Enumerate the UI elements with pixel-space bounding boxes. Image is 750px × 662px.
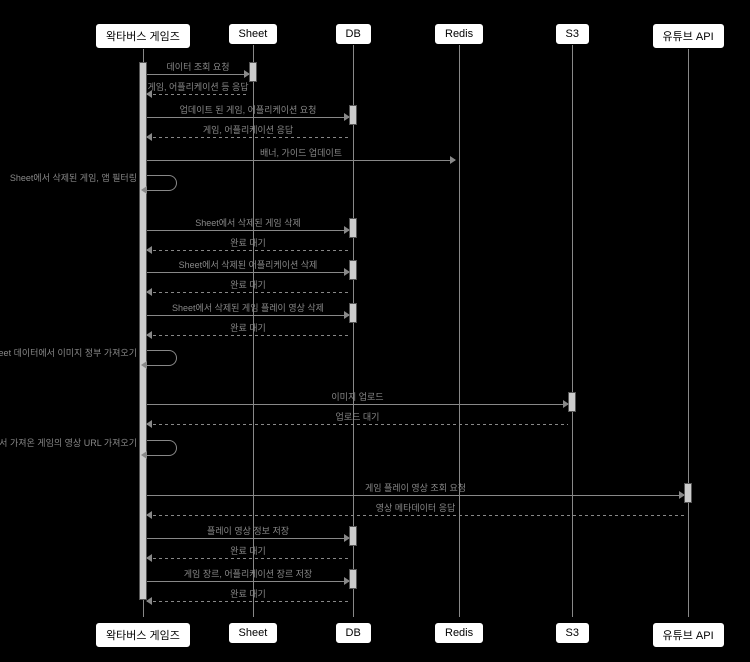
- participant-waktaverse: 왁타버스 게임즈: [95, 622, 191, 648]
- participant-s3: S3: [555, 622, 590, 644]
- message-label: Sheet에서 삭제된 게임 삭제: [147, 216, 349, 229]
- message-label: 업데이트 된 게임, 어플리케이션 요청: [147, 103, 349, 116]
- message-label: 업로드 대기: [147, 410, 568, 423]
- message: Sheet에서 삭제된 어플리케이션 삭제: [147, 260, 349, 274]
- message: Sheet에서 삭제된 게임 플레이 영상 삭제: [147, 303, 349, 317]
- message-label: Sheet 데이터에서 이미지 정부 가져오기: [0, 346, 137, 359]
- message: 배너, 가이드 업데이트: [147, 148, 455, 162]
- lifeline-redis: [459, 45, 460, 617]
- message-label: Sheet에서 가져온 게임의 영상 URL 가져오기: [0, 436, 137, 449]
- participant-redis: Redis: [434, 23, 484, 45]
- participant-sheet: Sheet: [228, 622, 279, 644]
- message: 게임, 어플리케이션 응답: [147, 125, 349, 139]
- message: 이미지 업로드: [147, 392, 568, 406]
- participant-redis: Redis: [434, 622, 484, 644]
- self-message: [147, 350, 177, 366]
- message-label: 이미지 업로드: [147, 390, 568, 403]
- message-label: 완료 대기: [147, 587, 349, 600]
- message-label: Sheet에서 삭제된 게임, 앱 필터링: [10, 171, 137, 184]
- message-label: 게임 플레이 영상 조회 요청: [147, 481, 684, 494]
- activation-db: [349, 569, 357, 589]
- message: 완료 대기: [147, 238, 349, 252]
- activation-db: [349, 260, 357, 280]
- participant-youtube: 유튜브 API: [652, 622, 725, 648]
- participant-db: DB: [335, 23, 372, 45]
- message: 완료 대기: [147, 323, 349, 337]
- message: 업데이트 된 게임, 어플리케이션 요청: [147, 105, 349, 119]
- message-label: 완료 대기: [147, 321, 349, 334]
- activation-db: [349, 303, 357, 323]
- participant-waktaverse: 왁타버스 게임즈: [95, 23, 191, 49]
- message: 게임 장르, 어플리케이션 장르 저장: [147, 569, 349, 583]
- message-label: Sheet에서 삭제된 게임 플레이 영상 삭제: [147, 301, 349, 314]
- message: 영상 메타데이터 응답: [147, 503, 684, 517]
- participant-youtube: 유튜브 API: [652, 23, 725, 49]
- message: 완료 대기: [147, 546, 349, 560]
- message: 데이터 조회 요청: [147, 62, 249, 76]
- participant-sheet: Sheet: [228, 23, 279, 45]
- message-label: 영상 메타데이터 응답: [147, 501, 684, 514]
- participant-db: DB: [335, 622, 372, 644]
- message-label: 배너, 가이드 업데이트: [147, 146, 455, 159]
- message-label: 데이터 조회 요청: [147, 60, 249, 73]
- message-label: 플레이 영상 정보 저장: [147, 524, 349, 537]
- message-label: Sheet에서 삭제된 어플리케이션 삭제: [147, 258, 349, 271]
- message: 게임 플레이 영상 조회 요청: [147, 483, 684, 497]
- message-label: 게임 장르, 어플리케이션 장르 저장: [147, 567, 349, 580]
- self-message: [147, 175, 177, 191]
- message: 완료 대기: [147, 589, 349, 603]
- lifeline-s3: [572, 45, 573, 617]
- activation-db: [349, 218, 357, 238]
- message: Sheet에서 삭제된 게임 삭제: [147, 218, 349, 232]
- message-label: 완료 대기: [147, 278, 349, 291]
- self-message: [147, 440, 177, 456]
- message: 플레이 영상 정보 저장: [147, 526, 349, 540]
- message: 게임, 어플리케이션 등 응답: [147, 82, 249, 96]
- message-label: 완료 대기: [147, 236, 349, 249]
- message-label: 게임, 어플리케이션 응답: [147, 123, 349, 136]
- message: 업로드 대기: [147, 412, 568, 426]
- activation-sheet: [249, 62, 257, 82]
- activation-db: [349, 105, 357, 125]
- lifeline-youtube: [688, 45, 689, 617]
- activation-youtube: [684, 483, 692, 503]
- participant-s3: S3: [555, 23, 590, 45]
- activation-s3: [568, 392, 576, 412]
- message-label: 완료 대기: [147, 544, 349, 557]
- activation-db: [349, 526, 357, 546]
- message-label: 게임, 어플리케이션 등 응답: [147, 80, 249, 93]
- message: 완료 대기: [147, 280, 349, 294]
